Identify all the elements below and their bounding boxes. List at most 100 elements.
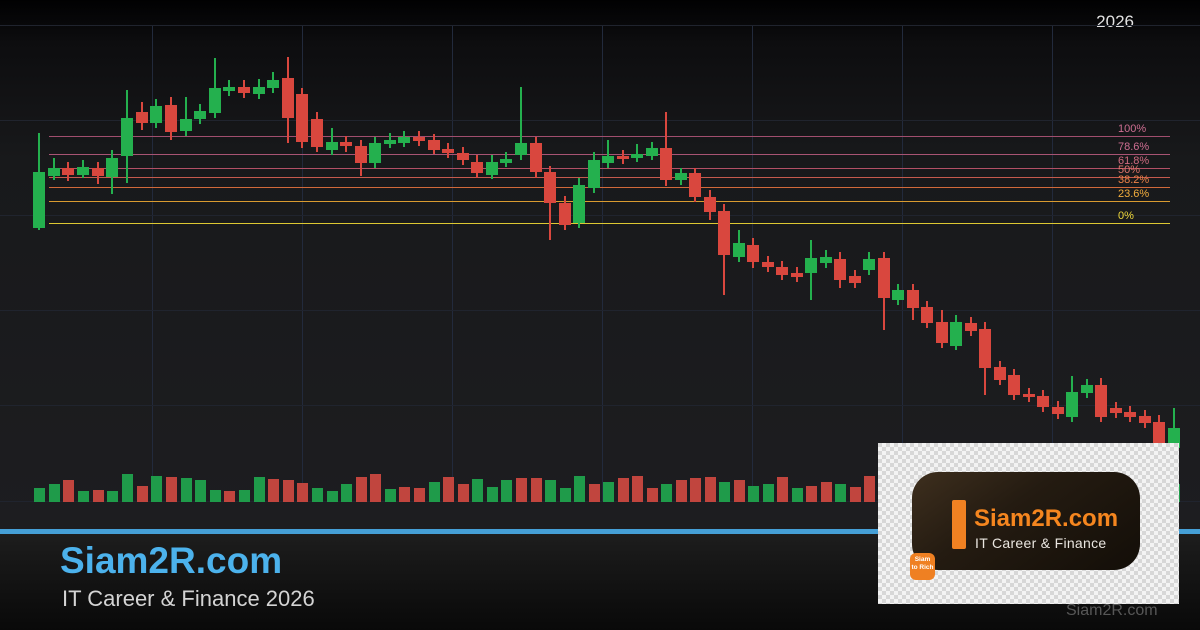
- candle-body: [979, 329, 991, 368]
- volume-bar: [77, 491, 89, 502]
- volume-bar: [530, 478, 542, 502]
- watermark-text: Siam2R.com: [1066, 602, 1158, 619]
- fib-line-61.8%: [49, 168, 1170, 170]
- candle-body: [863, 259, 875, 270]
- candle-body: [1052, 407, 1064, 414]
- candle-body: [907, 290, 919, 308]
- volume-bar: [515, 478, 527, 502]
- candle-wick: [520, 87, 522, 160]
- volume-bar: [559, 488, 571, 502]
- volume-bar: [311, 488, 323, 502]
- candle-body: [180, 119, 192, 131]
- fib-line-38.2%: [49, 187, 1170, 189]
- candle-body: [950, 322, 962, 346]
- volume-bar: [820, 482, 832, 502]
- candle-body: [617, 156, 629, 159]
- volume-bar: [267, 479, 279, 502]
- candle-body: [369, 143, 381, 163]
- footer-divider-line: [0, 529, 1200, 534]
- volume-bar: [573, 476, 585, 502]
- volume-bar: [631, 476, 643, 502]
- fib-label-100%: 100%: [1118, 123, 1147, 135]
- candle-body: [1095, 385, 1107, 417]
- volume-bar: [326, 491, 338, 502]
- volume-bar: [849, 487, 861, 502]
- volume-bar: [660, 484, 672, 502]
- volume-bar: [863, 476, 875, 502]
- candle-body: [238, 87, 250, 93]
- candle-body: [1081, 385, 1093, 393]
- volume-bar: [471, 479, 483, 502]
- volume-bar: [238, 490, 250, 502]
- candle-body: [384, 140, 396, 144]
- candle-body: [631, 154, 643, 158]
- candle-body: [457, 153, 469, 160]
- gridline-vertical: [902, 25, 903, 502]
- candle-wick: [185, 97, 187, 136]
- brand-title: Siam2R.com: [60, 540, 283, 581]
- candle-body: [209, 88, 221, 113]
- volume-bar: [776, 477, 788, 502]
- volume-bar: [805, 486, 817, 502]
- volume-bar: [62, 480, 74, 502]
- candle-body: [428, 140, 440, 150]
- volume-bar: [355, 477, 367, 502]
- candle-body: [77, 167, 89, 175]
- promo-tagline: IT Career & Finance: [975, 535, 1107, 551]
- candle-body: [588, 160, 600, 188]
- volume-bar: [733, 480, 745, 502]
- gridline-horizontal: [0, 310, 1200, 311]
- volume-bar: [718, 482, 730, 502]
- gridline-vertical: [602, 25, 603, 502]
- candle-body: [1023, 394, 1035, 397]
- gridline-vertical: [452, 25, 453, 502]
- candle-body: [892, 290, 904, 300]
- gridline-horizontal: [0, 25, 1200, 26]
- candle-body: [834, 259, 846, 280]
- candle-body: [776, 267, 788, 275]
- volume-bar: [180, 478, 192, 502]
- candle-body: [965, 323, 977, 331]
- volume-bar: [92, 490, 104, 502]
- promo-card: Siam2R.com IT Career & Finance Siam to R…: [878, 443, 1179, 604]
- candle-body: [718, 211, 730, 255]
- volume-bar: [762, 484, 774, 502]
- candle-body: [530, 143, 542, 172]
- volume-bar: [442, 477, 454, 502]
- volume-bar: [150, 476, 162, 502]
- candle-body: [311, 119, 323, 147]
- volume-bar: [296, 483, 308, 502]
- candle-body: [849, 276, 861, 283]
- volume-bar: [675, 480, 687, 502]
- gridline-horizontal: [0, 501, 1200, 502]
- candle-wick: [607, 140, 609, 168]
- volume-bar: [747, 486, 759, 502]
- candle-body: [820, 257, 832, 263]
- candle-body: [121, 118, 133, 156]
- gridline-vertical: [152, 25, 153, 502]
- candle-body: [1037, 396, 1049, 407]
- volume-bar: [428, 482, 440, 502]
- volume-bar: [689, 478, 701, 502]
- candle-body: [660, 148, 672, 180]
- gridline-vertical: [302, 25, 303, 502]
- volume-bar: [602, 482, 614, 502]
- candle-body: [689, 173, 701, 197]
- badge-line1: Siam: [914, 556, 931, 563]
- volume-bar: [834, 484, 846, 502]
- candle-body: [994, 367, 1006, 380]
- candle-body: [486, 162, 498, 175]
- candle-body: [296, 94, 308, 142]
- volume-bar: [617, 478, 629, 502]
- volume-bar: [253, 477, 265, 502]
- volume-bar: [791, 488, 803, 502]
- candle-body: [805, 258, 817, 273]
- candle-body: [733, 243, 745, 257]
- volume-bar: [121, 474, 133, 502]
- candle-body: [791, 273, 803, 277]
- candle-body: [136, 112, 148, 123]
- fib-label-78.6%: 78.6%: [1118, 141, 1150, 153]
- candle-body: [442, 149, 454, 153]
- candle-body: [355, 146, 367, 163]
- candle-wick: [331, 128, 333, 155]
